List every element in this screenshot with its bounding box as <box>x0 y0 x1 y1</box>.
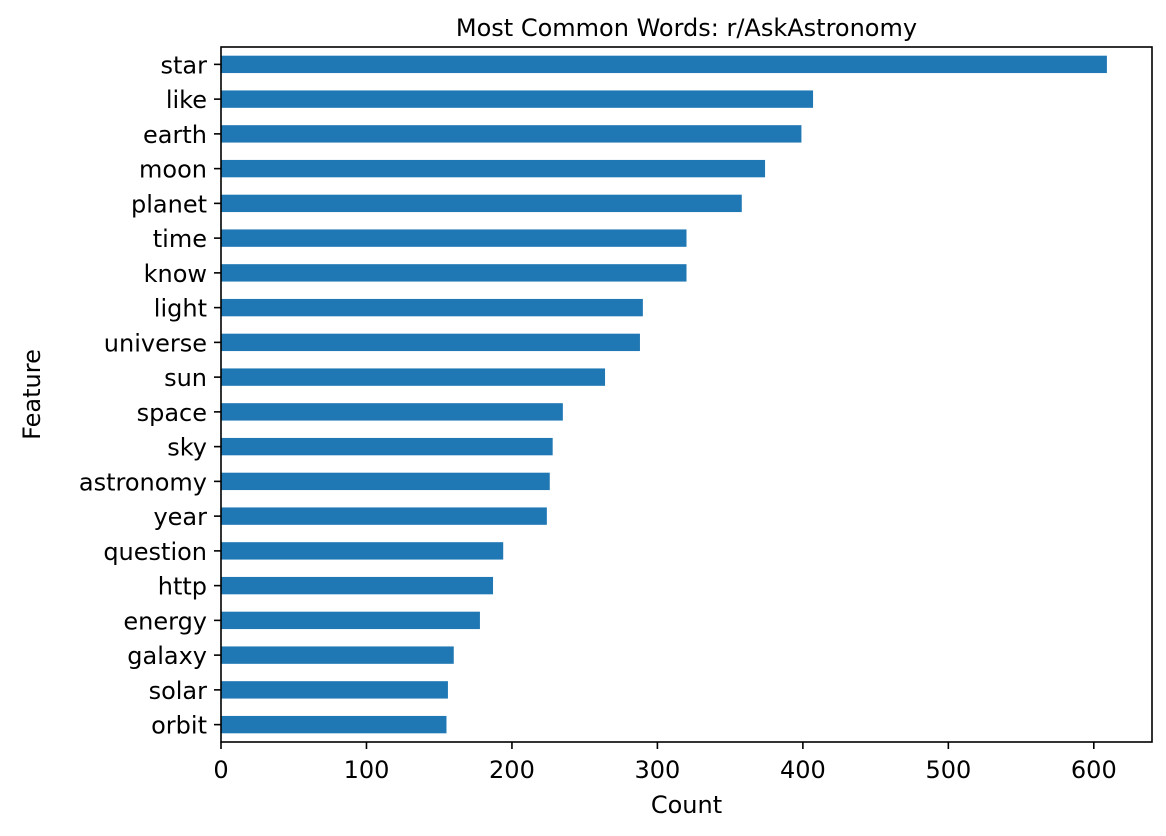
x-tick-label: 500 <box>925 756 971 784</box>
bar-earth <box>221 125 802 143</box>
y-tick-label: question <box>103 538 207 566</box>
plot-frame <box>220 46 1153 743</box>
bar-solar <box>221 681 448 699</box>
y-tick-label: sky <box>167 434 207 462</box>
y-tick-label: space <box>137 399 207 427</box>
bar-question <box>221 542 504 560</box>
y-tick-label: earth <box>143 121 207 149</box>
y-tick-label: orbit <box>151 712 207 740</box>
y-axis-label: Feature <box>18 349 46 440</box>
y-tick-label: astronomy <box>79 468 207 496</box>
y-tick-label: solar <box>149 677 208 705</box>
y-tick-label: energy <box>123 607 207 635</box>
x-tick-label: 100 <box>344 756 390 784</box>
y-tick-label: http <box>158 573 207 601</box>
bar-year <box>221 507 547 525</box>
x-tick-label: 600 <box>1071 756 1117 784</box>
bar-orbit <box>221 715 447 734</box>
bar-universe <box>221 333 640 352</box>
x-axis-label: Count <box>651 791 722 819</box>
bar-like <box>221 90 814 108</box>
y-tick-label: galaxy <box>127 642 207 670</box>
y-tick-label: planet <box>131 190 207 218</box>
bar-sun <box>221 368 606 386</box>
x-tick-label: 200 <box>489 756 535 784</box>
y-tick-label: sun <box>164 364 207 392</box>
y-axis-ticks: star like earth moon planet time know light univ… <box>79 51 221 740</box>
x-tick-label: 0 <box>213 756 228 784</box>
bar-http <box>221 576 494 595</box>
bar-star <box>221 55 1107 74</box>
bars-group <box>221 55 1107 734</box>
x-tick-label: 300 <box>635 756 681 784</box>
bar-know <box>221 264 687 282</box>
y-tick-label: year <box>153 503 207 531</box>
bar-space <box>221 403 563 421</box>
bar-energy <box>221 611 480 630</box>
x-axis-ticks: 0 100 200 300 400 500 600 <box>213 742 1117 784</box>
bar-sky <box>221 437 553 456</box>
y-tick-label: time <box>153 225 207 253</box>
bar-light <box>221 298 643 317</box>
x-tick-label: 400 <box>780 756 826 784</box>
chart-title: Most Common Words: r/AskAstronomy <box>456 14 917 42</box>
bar-planet <box>221 194 742 213</box>
y-tick-label: star <box>161 51 208 79</box>
bar-astronomy <box>221 472 550 491</box>
bar-moon <box>221 159 766 178</box>
y-tick-label: like <box>166 86 207 114</box>
bar-galaxy <box>221 646 454 664</box>
y-tick-label: light <box>154 295 207 323</box>
bar-time <box>221 229 687 247</box>
y-tick-label: know <box>144 260 207 288</box>
y-tick-label: universe <box>104 329 207 357</box>
y-tick-label: moon <box>139 156 207 184</box>
